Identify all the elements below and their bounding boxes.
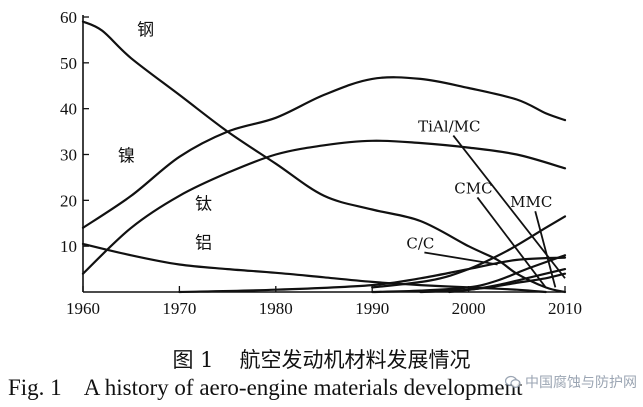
y-tick-label: 40 xyxy=(60,100,77,119)
y-tick-label: 30 xyxy=(60,146,77,165)
series-line-0 xyxy=(81,20,567,294)
y-tick-label: 10 xyxy=(60,237,77,256)
watermark-text: 中国腐蚀与防护网 xyxy=(525,375,637,391)
figure-caption-en: Fig. 1 A history of aero-engine materials… xyxy=(8,375,522,401)
series-line-2 xyxy=(81,139,567,275)
leader-line-5 xyxy=(476,196,547,288)
series-line-4 xyxy=(178,256,567,294)
figure-number-cn: 图 1 xyxy=(172,348,214,372)
figure-title-cn: 航空发动机材料发展情况 xyxy=(239,348,471,372)
wechat-icon xyxy=(505,375,521,388)
figure-caption-cn: 图 1 航空发动机材料发展情况 xyxy=(0,344,643,374)
x-tick-label: 1980 xyxy=(259,299,293,318)
series-line-5 xyxy=(371,254,567,294)
series-line-8 xyxy=(371,215,567,289)
series-annotation: 钢 xyxy=(137,20,154,40)
x-tick-label: 1970 xyxy=(162,299,196,318)
leader-line-7 xyxy=(424,251,498,266)
figure-number-en: Fig. 1 xyxy=(8,375,62,400)
series-line-1 xyxy=(81,76,567,229)
x-tick-label: 2010 xyxy=(548,299,582,318)
series-annotation: MMC xyxy=(510,193,552,211)
leader-line-6 xyxy=(534,210,557,288)
series-annotation: C/C xyxy=(406,234,434,252)
series-annotation: 铝 xyxy=(195,233,212,253)
series-layer xyxy=(81,20,567,294)
figure-title-en: A history of aero-engine materials devel… xyxy=(83,375,523,400)
chart-axes: 10 20 30 40 50 60 1960 1970 1980 1990 2000 2010 xyxy=(60,8,582,318)
x-tick-label: 2000 xyxy=(452,299,486,318)
x-tick-label: 1990 xyxy=(355,299,389,318)
series-annotation: CMC xyxy=(454,179,492,197)
series-annotation: TiAl/MC xyxy=(418,118,480,136)
x-tick-label: 1960 xyxy=(66,299,100,318)
leader-layer xyxy=(424,135,566,288)
y-tick-label: 60 xyxy=(60,8,77,27)
y-tick-label: 50 xyxy=(60,54,77,73)
series-annotation: 钛 xyxy=(195,195,212,215)
y-tick-label: 20 xyxy=(60,191,77,210)
series-annotation: 镍 xyxy=(118,146,135,166)
watermark: 中国腐蚀与防护网 xyxy=(505,372,637,392)
chart: 10 20 30 40 50 60 1960 1970 1980 1990 2000 2010 钢镍钛… xyxy=(60,8,582,318)
